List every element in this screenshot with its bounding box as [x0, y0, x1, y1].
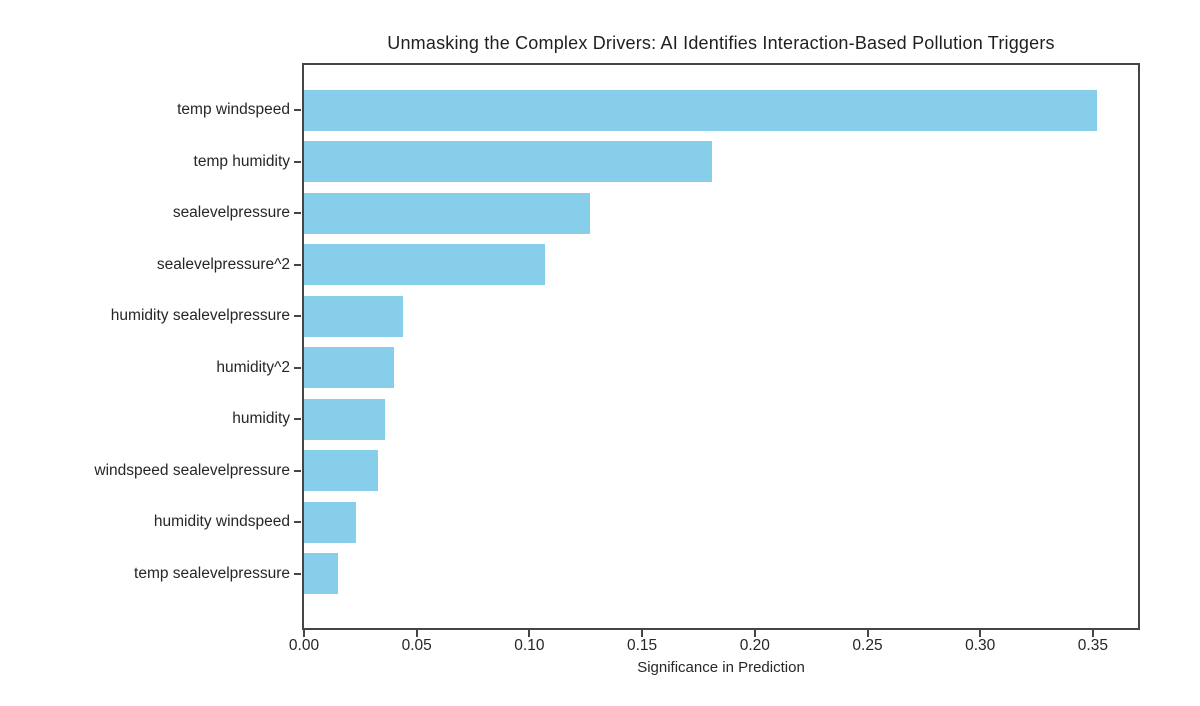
x-tick-mark [415, 630, 418, 637]
bar [304, 244, 546, 285]
plot-area [302, 63, 1140, 630]
y-tick-label: temp sealevelpressure [134, 564, 290, 582]
y-tick-label: humidity windspeed [153, 513, 290, 530]
x-tick-mark [641, 630, 644, 637]
y-tick-mark [294, 366, 301, 369]
x-axis-label: Significance in Prediction [637, 659, 805, 676]
y-tick-mark [294, 263, 301, 266]
y-tick-mark [294, 160, 301, 163]
x-tick-label: 0.10 [514, 637, 545, 654]
bar [304, 141, 712, 182]
y-tick-mark [294, 109, 301, 111]
y-tick-label: humidity sealevelpressure [110, 307, 290, 324]
y-tick-mark [294, 212, 301, 214]
y-tick-label: temp humidity [193, 152, 290, 170]
y-tick-label: sealevelpressure [172, 204, 290, 221]
y-tick-mark [294, 418, 301, 420]
bar [304, 295, 404, 337]
y-tick-mark [294, 572, 301, 575]
bar [304, 501, 356, 543]
x-tick-mark [753, 630, 756, 637]
x-tick-mark [303, 630, 305, 637]
y-tick-label: windspeed sealevelpressure [94, 461, 290, 479]
y-tick-mark [294, 315, 301, 317]
bar [304, 347, 395, 388]
x-tick-label: 0.20 [739, 637, 770, 654]
bar [304, 450, 379, 491]
x-tick-mark [979, 630, 982, 637]
x-tick-label: 0.25 [852, 637, 883, 654]
y-tick-label: humidity [232, 410, 290, 427]
bar [304, 398, 386, 440]
y-tick-label: sealevelpressure^2 [156, 255, 290, 273]
x-tick-label: 0.30 [965, 637, 996, 654]
x-tick-label: 0.00 [288, 637, 320, 654]
bar [304, 89, 1098, 131]
bar [304, 553, 338, 594]
y-tick-label: humidity^2 [216, 358, 290, 376]
x-tick-label: 0.05 [401, 637, 432, 654]
x-tick-label: 0.35 [1077, 637, 1108, 654]
x-tick-mark [528, 630, 531, 637]
y-tick-mark [294, 521, 301, 523]
y-tick-label: temp windspeed [177, 101, 290, 118]
x-tick-mark [866, 630, 869, 637]
chart-title: Unmasking the Complex Drivers: AI Identi… [387, 33, 1055, 53]
y-tick-mark [294, 469, 301, 472]
bar [304, 192, 591, 234]
x-tick-mark [1091, 630, 1094, 637]
x-tick-label: 0.15 [627, 637, 658, 654]
